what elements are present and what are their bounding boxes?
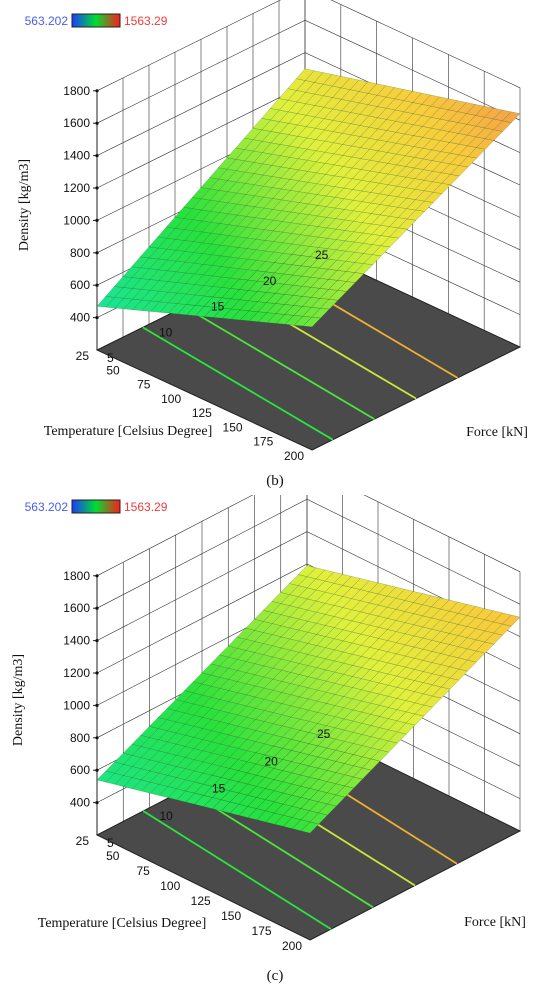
z-tick-label: 1200 (63, 181, 90, 195)
panel-caption: (b) (266, 473, 284, 489)
z-tick-label: 800 (70, 246, 90, 260)
colorbar (71, 499, 121, 514)
z-tick-dot (95, 316, 99, 320)
colorbar (71, 13, 121, 28)
surface-patch (295, 68, 315, 81)
temperature-tick-label: 200 (284, 449, 304, 463)
z-tick-label: 600 (70, 278, 90, 292)
z-tick-label: 1600 (63, 116, 90, 130)
force-tick-label: 15 (212, 782, 226, 796)
z-tick-dot (95, 89, 99, 93)
z-tick-dot (95, 671, 99, 675)
temperature-tick-label: 150 (223, 420, 243, 434)
temperature-tick-label: 150 (221, 909, 241, 923)
z-tick-label: 400 (70, 311, 90, 325)
panel-caption: (c) (267, 968, 284, 984)
temperature-tick-label: 50 (106, 849, 120, 863)
z-tick-dot (95, 703, 99, 707)
temperature-axis-label: Temperature [Celsius Degree] (44, 424, 213, 439)
force-tick-label: 5 (107, 836, 114, 850)
z-tick-dot (95, 283, 99, 287)
temperature-tick-label: 175 (252, 924, 272, 938)
z-tick-label: 1600 (63, 601, 90, 615)
z-tick-dot (95, 801, 99, 805)
temperature-tick-label: 200 (282, 939, 302, 953)
force-tick-label: 10 (160, 809, 174, 823)
z-tick-dot (95, 154, 99, 158)
force-tick-label: 5 (107, 351, 114, 365)
z-tick-dot (95, 736, 99, 740)
z-tick-label: 1400 (63, 149, 90, 163)
chart-svg-c: 563.202 1563.29 400 600 800 1000 1200 1400 1600 1… (11, 495, 526, 984)
z-tick-dot (95, 639, 99, 643)
temperature-tick-label: 50 (106, 363, 120, 377)
force-axis-label: Force [kN] (464, 915, 526, 930)
temperature-tick-label: 100 (160, 879, 180, 893)
temperature-tick-label: 25 (76, 349, 90, 363)
force-tick-label: 15 (211, 300, 225, 314)
z-tick-dot (95, 251, 99, 255)
z-axis-label: Density [kg/m3] (11, 654, 26, 746)
z-tick-dot (95, 186, 99, 190)
temperature-axis-label: Temperature [Celsius Degree] (38, 916, 207, 931)
chart-panel-b: 563.202 1563.29 400 600 800 1000 1200 1400 1600 1… (0, 0, 550, 494)
force-axis-label: Force [kN] (466, 425, 528, 440)
floor-contour-line (142, 326, 334, 441)
z-tick-dot (95, 768, 99, 772)
temperature-tick-label: 25 (76, 834, 90, 848)
temperature-tick-label: 100 (161, 392, 181, 406)
z-tick-label: 800 (70, 731, 90, 745)
temperature-tick-label: 75 (136, 864, 150, 878)
z-tick-label: 1800 (63, 84, 90, 98)
z-tick-dot (95, 574, 99, 578)
z-tick-label: 1000 (63, 698, 90, 712)
force-tick-label: 10 (159, 325, 173, 339)
z-tick-dot (95, 121, 99, 125)
temperature-tick-label: 125 (192, 406, 212, 420)
colorbar-min-label: 563.202 (25, 500, 69, 514)
chart-panel-c: 563.202 1563.29 400 600 800 1000 1200 1400 1600 1… (0, 495, 550, 989)
floor-contour-line (183, 305, 375, 420)
z-tick-label: 1200 (63, 666, 90, 680)
force-tick-label: 20 (263, 274, 277, 288)
colorbar-max-label: 1563.29 (124, 14, 168, 28)
z-tick-label: 1800 (63, 569, 90, 583)
z-tick-label: 1400 (63, 634, 90, 648)
force-tick-label: 25 (315, 248, 329, 262)
colorbar-max-label: 1563.29 (124, 500, 168, 514)
temperature-tick-label: 175 (253, 435, 273, 449)
colorbar-min-label: 563.202 (25, 14, 69, 28)
z-tick-label: 1000 (63, 213, 90, 227)
surface-patch (297, 565, 317, 577)
z-axis-label: Density [kg/m3] (17, 159, 32, 251)
z-tick-dot (95, 606, 99, 610)
floor-contour-line (142, 810, 332, 930)
wall-grid-horizontal (96, 495, 521, 577)
temperature-tick-label: 125 (191, 894, 211, 908)
force-tick-label: 20 (265, 754, 279, 768)
response-surface (96, 565, 521, 834)
force-tick-label: 25 (317, 727, 331, 741)
z-tick-label: 600 (70, 763, 90, 777)
response-surface (96, 68, 521, 328)
z-tick-dot (95, 218, 99, 222)
z-tick-label: 400 (70, 796, 90, 810)
temperature-tick-label: 75 (137, 378, 151, 392)
chart-svg-b: 563.202 1563.29 400 600 800 1000 1200 1400 1600 1… (17, 0, 528, 489)
